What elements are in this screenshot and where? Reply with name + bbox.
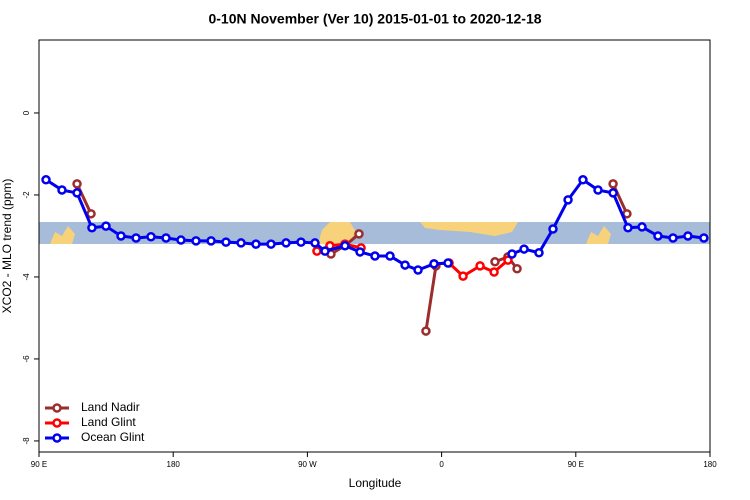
point xyxy=(116,231,126,241)
legend-label: Land Glint xyxy=(81,415,136,429)
point xyxy=(146,232,156,242)
y-tick-label: 0 xyxy=(22,110,31,115)
point xyxy=(355,247,365,257)
legend-marker xyxy=(52,433,62,443)
point xyxy=(266,239,276,249)
point xyxy=(101,221,111,231)
point xyxy=(296,237,306,247)
point xyxy=(41,175,51,185)
x-tick-label: 90 E xyxy=(31,460,47,469)
point xyxy=(72,188,82,198)
point xyxy=(563,195,573,205)
legend-marker xyxy=(52,418,62,428)
point xyxy=(131,233,141,243)
x-tick-label: 90 E xyxy=(568,460,584,469)
plot-frame xyxy=(38,39,711,453)
series-line xyxy=(75,183,629,332)
point xyxy=(57,185,67,195)
point xyxy=(534,248,544,258)
point xyxy=(354,229,364,239)
point xyxy=(221,237,231,247)
point xyxy=(490,257,500,267)
chart-title: 0-10N November (Ver 10) 2015-01-01 to 20… xyxy=(208,11,541,27)
x-tick-label: 90 W xyxy=(298,460,317,469)
y-tick-label: -8 xyxy=(22,437,31,445)
x-tick-label: 0 xyxy=(439,460,444,469)
point xyxy=(548,224,558,234)
point xyxy=(236,238,246,248)
point xyxy=(72,179,82,189)
point xyxy=(637,222,647,232)
y-tick-label: -6 xyxy=(22,355,31,363)
point xyxy=(475,261,485,271)
point xyxy=(623,223,633,233)
legend-label: Ocean Glint xyxy=(81,430,145,444)
point xyxy=(191,236,201,246)
point xyxy=(699,233,709,243)
x-axis-label: Longitude xyxy=(349,476,402,490)
point xyxy=(429,259,439,269)
point xyxy=(340,241,350,251)
point xyxy=(310,238,320,248)
x-tick-label: 180 xyxy=(703,460,717,469)
point xyxy=(608,179,618,189)
point xyxy=(443,258,453,268)
point xyxy=(370,251,380,261)
legend-marker xyxy=(52,403,62,413)
point xyxy=(512,264,522,274)
point xyxy=(251,239,261,249)
point xyxy=(320,246,330,256)
point xyxy=(668,233,678,243)
point xyxy=(593,185,603,195)
point xyxy=(489,267,499,277)
point xyxy=(413,265,423,275)
point xyxy=(176,235,186,245)
point xyxy=(608,188,618,198)
x-tick-label: 180 xyxy=(167,460,181,469)
point xyxy=(206,236,216,246)
point xyxy=(87,223,97,233)
point xyxy=(385,251,395,261)
y-axis-label: XCO2 - MLO trend (ppm) xyxy=(0,179,14,314)
point xyxy=(683,231,693,241)
point xyxy=(458,271,468,281)
point xyxy=(281,238,291,248)
y-tick-label: -2 xyxy=(22,191,31,199)
point xyxy=(519,244,529,254)
point xyxy=(507,249,517,259)
y-tick-label: -4 xyxy=(22,273,31,281)
point xyxy=(653,231,663,241)
point xyxy=(578,175,588,185)
point xyxy=(161,233,171,243)
point xyxy=(421,326,431,336)
point xyxy=(400,260,410,270)
map-strip xyxy=(39,222,710,244)
point xyxy=(503,255,513,265)
point xyxy=(312,246,322,256)
legend-label: Land Nadir xyxy=(81,400,140,414)
